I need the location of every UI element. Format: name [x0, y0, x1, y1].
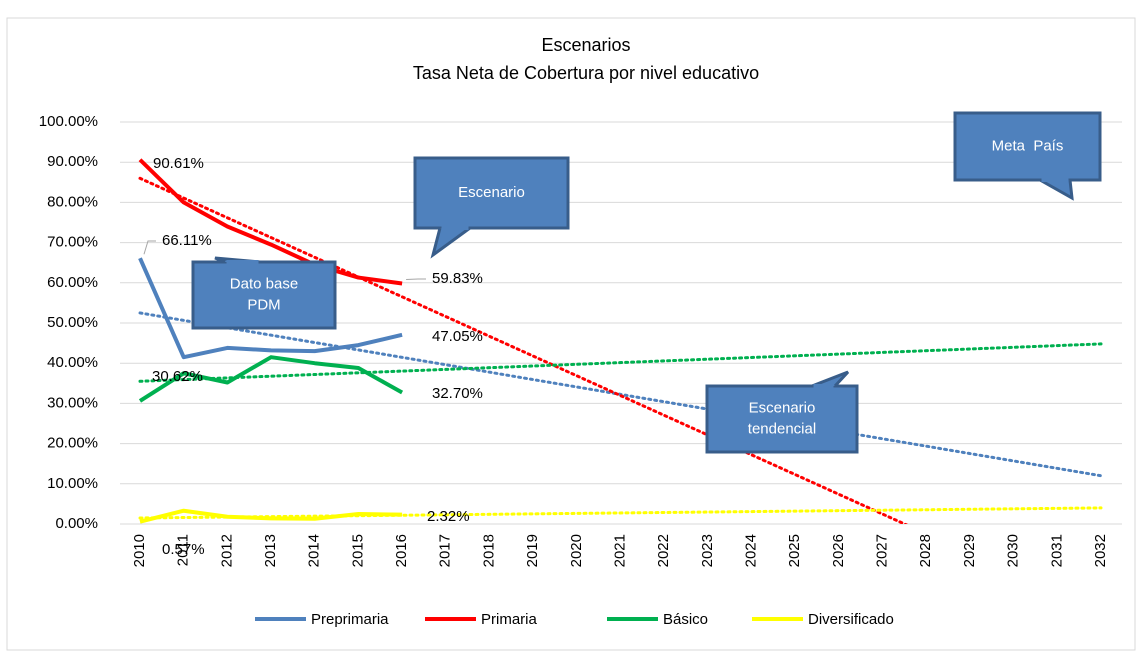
x-tick-label: 2024	[743, 534, 760, 567]
y-tick-label: 70.00%	[47, 234, 98, 251]
y-tick-label: 50.00%	[47, 314, 98, 331]
x-tick-label: 2012	[218, 534, 235, 567]
data-label: 59.83%	[432, 270, 483, 287]
callout-box	[193, 262, 335, 328]
callout-text: Escenario	[458, 184, 525, 201]
data-label: 47.05%	[432, 328, 483, 345]
x-tick-label: 2030	[1005, 534, 1022, 567]
legend-label: Primaria	[481, 611, 537, 628]
y-tick-label: 80.00%	[47, 193, 98, 210]
y-tick-label: 0.00%	[55, 515, 98, 532]
x-tick-label: 2020	[568, 534, 585, 567]
x-tick-label: 2031	[1048, 534, 1065, 567]
x-tick-label: 2028	[917, 534, 934, 567]
callout-box	[707, 386, 857, 452]
x-tick-label: 2022	[655, 534, 672, 567]
x-tick-label: 2032	[1092, 534, 1109, 567]
data-label: 0.57%	[162, 541, 205, 558]
y-tick-label: 100.00%	[39, 113, 98, 130]
callout-text: PDM	[247, 296, 280, 313]
x-tick-label: 2015	[349, 534, 366, 567]
legend-label: Diversificado	[808, 611, 894, 628]
chart-title: Escenarios	[541, 35, 630, 55]
data-label: 66.11%	[162, 232, 212, 249]
data-label: 30.62%	[152, 368, 203, 385]
x-tick-label: 2010	[131, 534, 148, 567]
y-tick-label: 30.00%	[47, 394, 98, 411]
y-tick-label: 40.00%	[47, 354, 98, 371]
x-tick-label: 2018	[480, 534, 497, 567]
legend-label: Preprimaria	[311, 611, 389, 628]
y-tick-label: 10.00%	[47, 475, 98, 492]
chart-subtitle: Tasa Neta de Cobertura por nivel educati…	[413, 63, 759, 83]
x-tick-label: 2016	[393, 534, 410, 567]
data-label: 2.32%	[427, 508, 470, 525]
y-tick-label: 90.00%	[47, 153, 98, 170]
data-label: 90.61%	[153, 155, 204, 172]
data-label: 32.70%	[432, 385, 483, 402]
x-tick-label: 2027	[874, 534, 891, 567]
x-tick-label: 2021	[611, 534, 628, 567]
x-tick-label: 2019	[524, 534, 541, 567]
x-tick-label: 2029	[961, 534, 978, 567]
y-tick-label: 20.00%	[47, 435, 98, 452]
callout-text: tendencial	[748, 420, 816, 437]
x-tick-label: 2023	[699, 534, 716, 567]
y-tick-label: 60.00%	[47, 274, 98, 291]
x-tick-label: 2014	[306, 534, 323, 567]
callout-text: Dato base	[230, 275, 298, 292]
x-tick-label: 2025	[786, 534, 803, 567]
x-tick-label: 2017	[437, 534, 454, 567]
callout-text: Escenario	[749, 399, 816, 416]
x-tick-label: 2013	[262, 534, 279, 567]
legend-label: Básico	[663, 611, 708, 628]
callout-text: Meta País	[992, 137, 1064, 154]
x-tick-label: 2026	[830, 534, 847, 567]
